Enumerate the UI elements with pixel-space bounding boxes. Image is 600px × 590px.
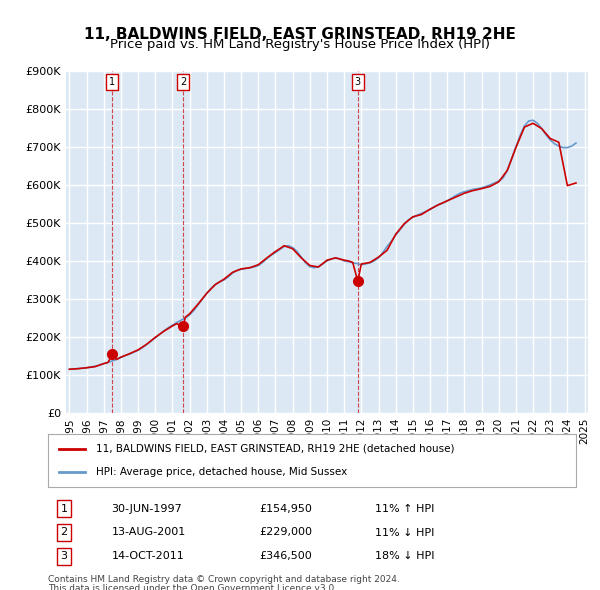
Text: 18% ↓ HPI: 18% ↓ HPI bbox=[376, 552, 435, 561]
Text: 1: 1 bbox=[109, 77, 115, 87]
Text: 13-AUG-2001: 13-AUG-2001 bbox=[112, 527, 185, 537]
Text: 30-JUN-1997: 30-JUN-1997 bbox=[112, 504, 182, 513]
Text: Price paid vs. HM Land Registry's House Price Index (HPI): Price paid vs. HM Land Registry's House … bbox=[110, 38, 490, 51]
Text: 2: 2 bbox=[180, 77, 187, 87]
Text: £346,500: £346,500 bbox=[259, 552, 312, 561]
Text: Contains HM Land Registry data © Crown copyright and database right 2024.: Contains HM Land Registry data © Crown c… bbox=[48, 575, 400, 584]
Text: 11, BALDWINS FIELD, EAST GRINSTEAD, RH19 2HE: 11, BALDWINS FIELD, EAST GRINSTEAD, RH19… bbox=[84, 27, 516, 41]
Text: 3: 3 bbox=[355, 77, 361, 87]
Text: 11, BALDWINS FIELD, EAST GRINSTEAD, RH19 2HE (detached house): 11, BALDWINS FIELD, EAST GRINSTEAD, RH19… bbox=[95, 444, 454, 454]
Text: 2: 2 bbox=[60, 527, 67, 537]
Text: 3: 3 bbox=[61, 552, 67, 561]
Text: 14-OCT-2011: 14-OCT-2011 bbox=[112, 552, 184, 561]
Text: 11% ↑ HPI: 11% ↑ HPI bbox=[376, 504, 435, 513]
Text: £154,950: £154,950 bbox=[259, 504, 312, 513]
Text: £229,000: £229,000 bbox=[259, 527, 312, 537]
Text: 11% ↓ HPI: 11% ↓ HPI bbox=[376, 527, 435, 537]
Text: 1: 1 bbox=[61, 504, 67, 513]
Text: This data is licensed under the Open Government Licence v3.0.: This data is licensed under the Open Gov… bbox=[48, 584, 337, 590]
Text: HPI: Average price, detached house, Mid Sussex: HPI: Average price, detached house, Mid … bbox=[95, 467, 347, 477]
